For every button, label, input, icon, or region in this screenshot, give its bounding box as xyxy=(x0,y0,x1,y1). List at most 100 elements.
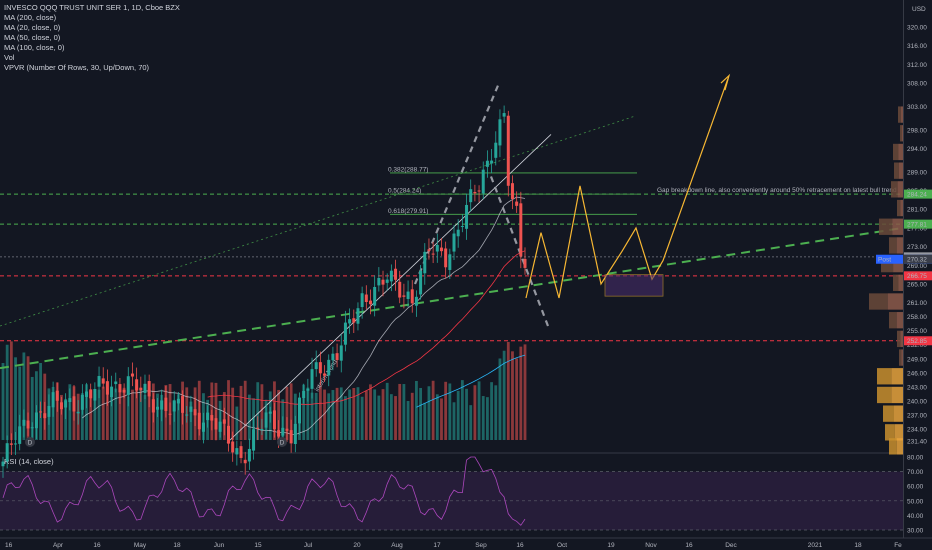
candle xyxy=(281,416,285,441)
y-tick-label: 316.00 xyxy=(907,43,927,50)
x-tick-label: Aug xyxy=(391,542,403,549)
candle-body xyxy=(419,270,423,295)
candle xyxy=(30,422,34,438)
price-badge-bg xyxy=(904,254,932,264)
candle xyxy=(93,382,97,410)
volume-bar xyxy=(122,387,126,440)
volume-bar xyxy=(406,400,410,440)
legend-item-vol[interactable]: Vol xyxy=(4,53,15,62)
vpvr-bar-down xyxy=(887,293,903,310)
volume-bar xyxy=(80,393,84,440)
candle xyxy=(22,409,26,438)
candle xyxy=(130,362,134,387)
candle xyxy=(264,404,268,439)
volume-bar xyxy=(227,380,230,440)
candle-body xyxy=(97,376,101,387)
candle-body xyxy=(360,293,364,308)
volume-bar xyxy=(469,405,473,440)
legend-item-ma20[interactable]: MA (20, close, 0) xyxy=(4,23,61,32)
rsi-tick-label: 40.00 xyxy=(907,513,924,520)
candle xyxy=(523,247,527,275)
candle xyxy=(306,378,310,402)
candle-body xyxy=(164,397,168,411)
candle xyxy=(502,105,506,123)
dividend-marker-label: D xyxy=(280,439,285,446)
volume-bar xyxy=(335,387,339,440)
candle xyxy=(126,367,130,407)
vpvr-bar-down xyxy=(900,330,903,348)
rsi-line xyxy=(2,456,526,526)
volume-bar xyxy=(5,344,9,440)
candle-body xyxy=(460,226,464,228)
volume-bar xyxy=(106,388,109,440)
candle xyxy=(68,388,72,411)
vpvr-bar-down xyxy=(901,349,903,366)
target-zone-box xyxy=(604,274,664,297)
x-tick-label: Dec xyxy=(725,542,737,549)
volume-bar xyxy=(427,386,431,440)
volume-bar xyxy=(344,396,347,440)
candle xyxy=(414,290,418,317)
candle-body xyxy=(68,398,72,402)
candle-body xyxy=(22,419,26,426)
candle-body xyxy=(385,279,389,283)
legend-item-ma100[interactable]: MA (100, close, 0) xyxy=(4,43,65,52)
volume-bar xyxy=(389,394,393,440)
x-tick-label: 17 xyxy=(433,542,441,549)
candle xyxy=(26,412,30,436)
candle-body xyxy=(339,345,343,361)
candle-body xyxy=(356,308,360,324)
candle-body xyxy=(43,413,47,419)
candle-body xyxy=(260,429,264,431)
gap-annotation: Gap breakdown line, also conveniently ar… xyxy=(657,187,897,194)
vpvr-bar-down xyxy=(901,125,903,142)
candle xyxy=(297,392,301,435)
candle-body xyxy=(105,381,109,395)
candle-body xyxy=(231,441,235,453)
candle xyxy=(410,280,414,313)
legend-item-ma200[interactable]: MA (200, close) xyxy=(4,13,57,22)
legend-item-vpvr[interactable]: VPVR (Number Of Rows, 30, Up/Down, 70) xyxy=(4,63,150,72)
candle xyxy=(318,351,322,385)
volume-bar xyxy=(60,394,63,440)
candle xyxy=(439,238,443,256)
candle-body xyxy=(335,353,339,361)
volume-bar xyxy=(511,351,514,440)
volume-bar xyxy=(135,385,139,440)
legend-item-ma50[interactable]: MA (50, close, 0) xyxy=(4,33,61,42)
candle xyxy=(435,233,439,263)
candle-body xyxy=(252,429,256,451)
candle-body xyxy=(452,233,456,252)
volume-bar xyxy=(477,381,481,440)
ma20-line xyxy=(82,196,526,436)
volume-bar xyxy=(97,389,101,440)
candle-body xyxy=(439,247,443,252)
candle xyxy=(139,376,143,402)
candle-body xyxy=(26,420,30,429)
x-tick-label: Apr xyxy=(53,542,64,549)
candle xyxy=(444,241,448,279)
candle-body xyxy=(222,419,226,424)
y-tick-label: 237.00 xyxy=(907,412,927,419)
volume-bar xyxy=(18,366,22,440)
candle xyxy=(394,259,398,291)
volume-bar xyxy=(302,384,306,440)
candle-body xyxy=(523,258,527,268)
candle-body xyxy=(327,359,331,376)
candle xyxy=(398,270,402,304)
candle xyxy=(452,225,456,261)
candle xyxy=(448,248,452,279)
x-tick-label: 19 xyxy=(607,542,615,549)
candle-body xyxy=(310,369,314,389)
candle xyxy=(72,385,76,421)
candle-body xyxy=(51,392,55,408)
volume-bar xyxy=(64,398,68,440)
candle xyxy=(151,393,155,423)
x-tick-label: 18 xyxy=(854,542,862,549)
y-tick-label: 273.00 xyxy=(907,244,927,251)
x-tick-label: Nov xyxy=(645,542,657,549)
candle-body xyxy=(377,277,381,286)
candle xyxy=(218,411,222,438)
candle-body xyxy=(130,373,134,377)
